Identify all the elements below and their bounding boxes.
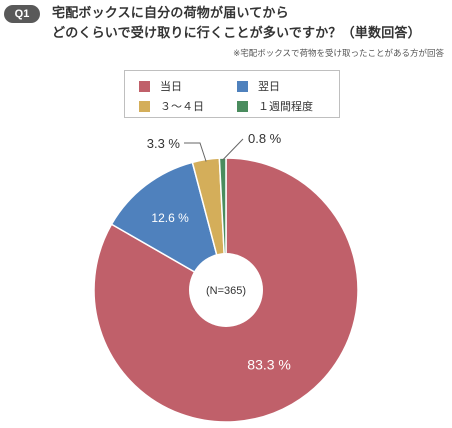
legend-label: 翌日 xyxy=(258,80,280,93)
legend-swatch xyxy=(237,100,248,112)
value-label-next-day: 12.6 % xyxy=(151,211,189,225)
donut-hole xyxy=(189,253,263,327)
legend-label: 当日 xyxy=(160,80,182,93)
legend-label: ３～４日 xyxy=(160,100,204,113)
legend-item-same-day: 当日 xyxy=(139,78,182,94)
legend-swatch xyxy=(139,100,150,112)
value-label-3-4-days: 3.3 % xyxy=(147,136,181,151)
leader-line-1-week xyxy=(222,138,244,161)
question-badge: Q1 xyxy=(4,5,40,23)
value-label-1-week: 0.8 % xyxy=(248,131,282,146)
legend-item-3-4-days: ３～４日 xyxy=(139,98,204,114)
leader-line-3-4-days xyxy=(184,142,207,162)
legend-swatch xyxy=(139,80,150,92)
respondent-note: ※宅配ボックスで荷物を受け取ったことがある方が回答 xyxy=(233,49,444,59)
legend-label: １週間程度 xyxy=(258,100,313,113)
value-label-same-day: 83.3 % xyxy=(247,356,291,372)
legend-swatch xyxy=(237,80,248,92)
sample-size-label: (N=365) xyxy=(206,285,246,297)
legend-item-next-day: 翌日 xyxy=(237,78,280,94)
legend-item-1-week: １週間程度 xyxy=(237,98,313,114)
legend: 当日 翌日 ３～４日 １週間程度 xyxy=(124,70,340,118)
chart-title: 宅配ボックスに自分の荷物が届いてから どのくらいで受け取りに行くことが多いですか… xyxy=(52,6,421,41)
slice-next-day xyxy=(110,161,228,292)
